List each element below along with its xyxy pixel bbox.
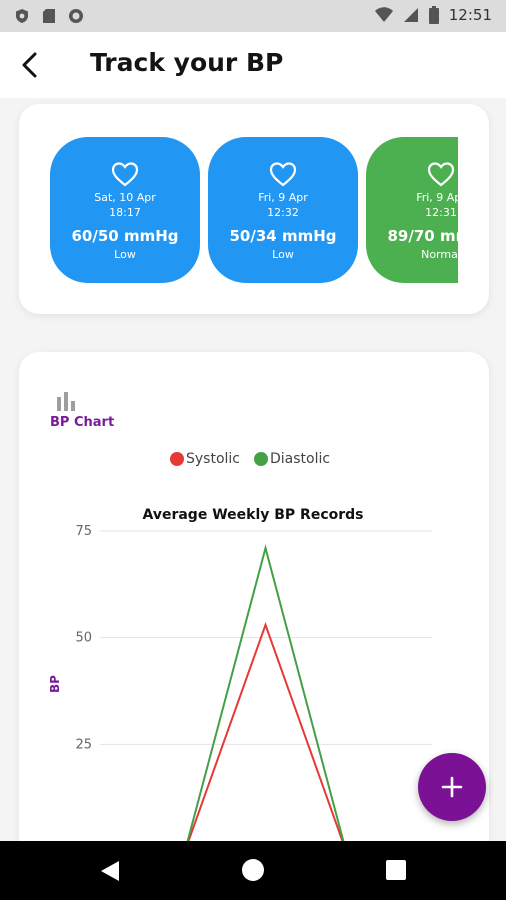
bp-line-chart: 75 50 25	[75, 524, 432, 841]
recent-readings-card: Sat, 10 Apr 18:17 60/50 mmHg Low Fri, 9 Apr 1…	[19, 104, 489, 314]
reading-status: Low	[114, 248, 136, 261]
reading-time: 18:17	[109, 206, 141, 219]
reading-value: 50/34 mmHg	[229, 227, 337, 245]
app-header: Track your BP	[0, 32, 506, 98]
reading-tile[interactable]: Fri, 9 Apr 12:32 50/34 mmHg Low	[208, 137, 358, 283]
battery-icon	[428, 6, 439, 24]
status-bar: 12:51	[0, 0, 506, 32]
chart-title: Average Weekly BP Records	[142, 507, 364, 523]
chart-legend: Systolic Diastolic	[170, 451, 330, 467]
series-line-diastolic	[186, 544, 345, 841]
nav-back-icon[interactable]	[99, 859, 121, 883]
legend-diastolic-label: Diastolic	[270, 451, 331, 467]
add-reading-button[interactable]	[418, 753, 486, 821]
back-button[interactable]	[12, 48, 46, 82]
signal-icon	[403, 8, 418, 22]
clock: 12:51	[448, 6, 492, 24]
heart-icon	[427, 162, 455, 187]
wifi-icon	[374, 7, 393, 22]
reading-value: 60/50 mmHg	[71, 227, 179, 245]
reading-status: Low	[272, 248, 294, 261]
heart-icon	[111, 162, 139, 187]
back-arrow-icon	[22, 52, 37, 78]
y-tick-label: 75	[75, 524, 92, 539]
bp-chart-label: BP Chart	[50, 415, 115, 430]
nav-recents-icon[interactable]	[386, 860, 406, 880]
reading-date: Fri, 9 Apr	[258, 191, 308, 204]
bar-chart-icon	[57, 392, 75, 411]
systolic-dot	[170, 452, 184, 466]
reading-value: 89/70 mmHg	[387, 227, 459, 245]
reading-date: Sat, 10 Apr	[94, 191, 156, 204]
chart-card	[19, 352, 489, 872]
y-tick-label: 50	[75, 631, 92, 646]
legend-systolic-label: Systolic	[186, 451, 240, 467]
y-tick-label: 25	[75, 737, 92, 752]
shield-icon	[16, 9, 28, 23]
legend-diastolic[interactable]: Diastolic	[254, 451, 330, 467]
record-icon	[69, 9, 83, 23]
readings-carousel[interactable]: Sat, 10 Apr 18:17 60/50 mmHg Low Fri, 9 Apr 1…	[50, 137, 458, 285]
diastolic-dot	[254, 452, 268, 466]
nav-home-icon[interactable]	[242, 859, 264, 881]
reading-time: 12:31	[425, 206, 457, 219]
page-title: Track your BP	[90, 48, 284, 77]
reading-status: Normal	[421, 248, 458, 261]
system-nav-bar	[0, 841, 506, 900]
reading-date: Fri, 9 Apr	[416, 191, 458, 204]
legend-systolic[interactable]: Systolic	[170, 451, 240, 467]
series-line-systolic	[187, 621, 344, 841]
heart-icon	[269, 162, 297, 187]
plus-icon	[441, 776, 463, 798]
reading-tile[interactable]: Fri, 9 Apr 12:31 89/70 mmHg Normal	[366, 137, 458, 283]
reading-time: 12:32	[267, 206, 299, 219]
reading-tile[interactable]: Sat, 10 Apr 18:17 60/50 mmHg Low	[50, 137, 200, 283]
sd-card-icon	[43, 9, 55, 23]
